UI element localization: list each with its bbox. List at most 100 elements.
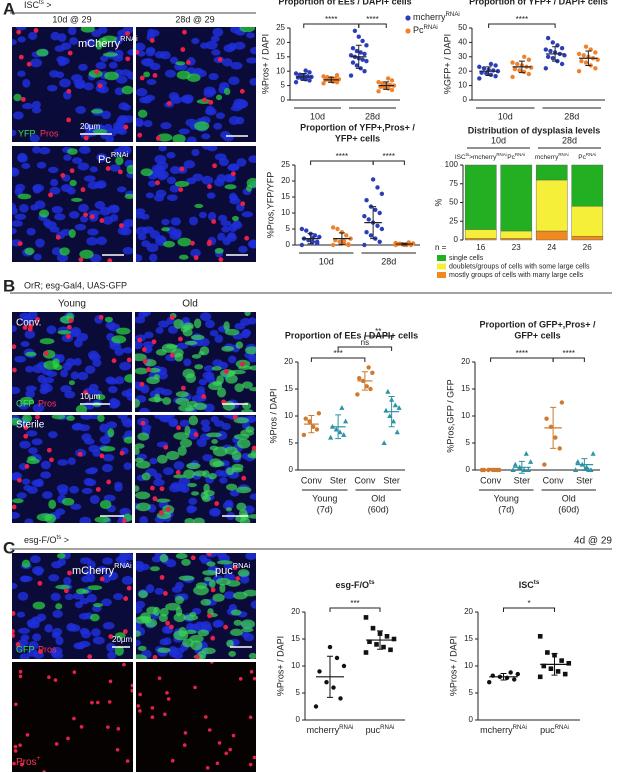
nucleus (214, 334, 224, 344)
green-cell (235, 486, 252, 494)
text-run: Pros (16, 757, 37, 768)
error-bar (308, 414, 315, 434)
nucleus (51, 561, 63, 569)
nucleus (83, 438, 95, 445)
chart-title: Distribution of dysplasia levels (468, 125, 601, 135)
data-point (366, 365, 371, 370)
green-cell (53, 364, 63, 371)
y-tick-label: 15 (281, 192, 290, 201)
micrograph (12, 553, 133, 659)
column-label: Old (182, 299, 198, 310)
significance-bracket (337, 346, 393, 351)
panel-letter: B (3, 276, 15, 295)
y-tick-label: 15 (276, 52, 285, 61)
nucleus (55, 636, 64, 646)
red-cell (66, 117, 72, 123)
nucleus (122, 27, 133, 34)
significance-label: **** (516, 349, 528, 358)
red-cell (99, 576, 105, 582)
nucleus (19, 312, 31, 319)
red-cell (15, 642, 21, 647)
nucleus (123, 462, 132, 470)
error-bar (518, 60, 525, 74)
bar-segment (535, 164, 568, 181)
green-cell (231, 215, 239, 222)
data-point (583, 464, 590, 470)
green-cell (124, 374, 132, 383)
red-cell (55, 234, 61, 240)
green-cell (107, 428, 115, 438)
data-point (293, 79, 299, 85)
nucleus (79, 516, 92, 523)
red-cell (142, 358, 148, 364)
data-point (548, 48, 553, 54)
red-cell (146, 367, 151, 372)
nucleus (71, 423, 82, 431)
green-cell (172, 134, 186, 142)
data-point (363, 615, 369, 620)
nucleus (32, 184, 44, 193)
error-bar (500, 673, 507, 681)
nucleus (217, 232, 226, 241)
nucleus (78, 63, 88, 71)
data-point (390, 418, 397, 424)
red-cell (163, 444, 169, 450)
scale-label: 10µm (80, 392, 101, 401)
green-cell (201, 647, 216, 655)
nucleus (121, 390, 130, 397)
red-cell (207, 728, 212, 732)
nucleus (26, 430, 38, 437)
chart-title: GFP+ cells (514, 330, 560, 340)
data-point (410, 241, 416, 246)
n-label: 26 (583, 243, 592, 252)
green-cell (224, 328, 240, 336)
nucleus (241, 452, 250, 460)
data-point (515, 61, 520, 67)
red-cell (116, 727, 121, 731)
green-cell (70, 197, 83, 202)
data-point (379, 191, 385, 196)
y-tick-label: 10 (458, 81, 467, 90)
green-cell (234, 383, 244, 393)
error-bar (552, 46, 559, 62)
red-cell (83, 135, 89, 141)
nucleus (99, 423, 109, 433)
red-cell (231, 733, 236, 738)
red-cell (23, 425, 29, 430)
group-label: Young (494, 493, 519, 503)
group-label: 10d (319, 256, 334, 266)
data-point (391, 636, 397, 642)
text-run: mcherry (413, 12, 446, 22)
red-cell (217, 57, 223, 63)
text-run: ISC (455, 154, 466, 161)
red-cell (136, 704, 141, 708)
data-point (367, 639, 372, 644)
nucleus (210, 416, 219, 423)
data-point (299, 242, 305, 248)
nucleus (245, 553, 256, 560)
text-run: Pc (578, 154, 586, 161)
data-point (337, 239, 342, 244)
data-point (512, 66, 518, 72)
green-cell (26, 458, 40, 465)
data-point (528, 65, 534, 70)
legend-swatch (437, 272, 446, 278)
error-bar (383, 81, 390, 90)
green-cell (183, 469, 195, 479)
green-cell (135, 485, 140, 492)
bar-segment (535, 179, 568, 232)
data-point (314, 239, 320, 244)
red-cell (185, 60, 191, 65)
nucleus (69, 327, 82, 336)
data-point (593, 50, 598, 55)
error-bar (551, 653, 558, 676)
green-cell (178, 254, 189, 260)
red-cell (137, 337, 143, 343)
green-cell (187, 482, 197, 488)
y-axis-label: %Pros,YFP/YFP (265, 172, 275, 239)
red-cell (182, 743, 187, 747)
y-axis-label: %Pros+ / DAPI (275, 636, 285, 696)
red-cell (157, 676, 162, 681)
nucleus (126, 71, 133, 80)
green-cell (244, 312, 251, 317)
